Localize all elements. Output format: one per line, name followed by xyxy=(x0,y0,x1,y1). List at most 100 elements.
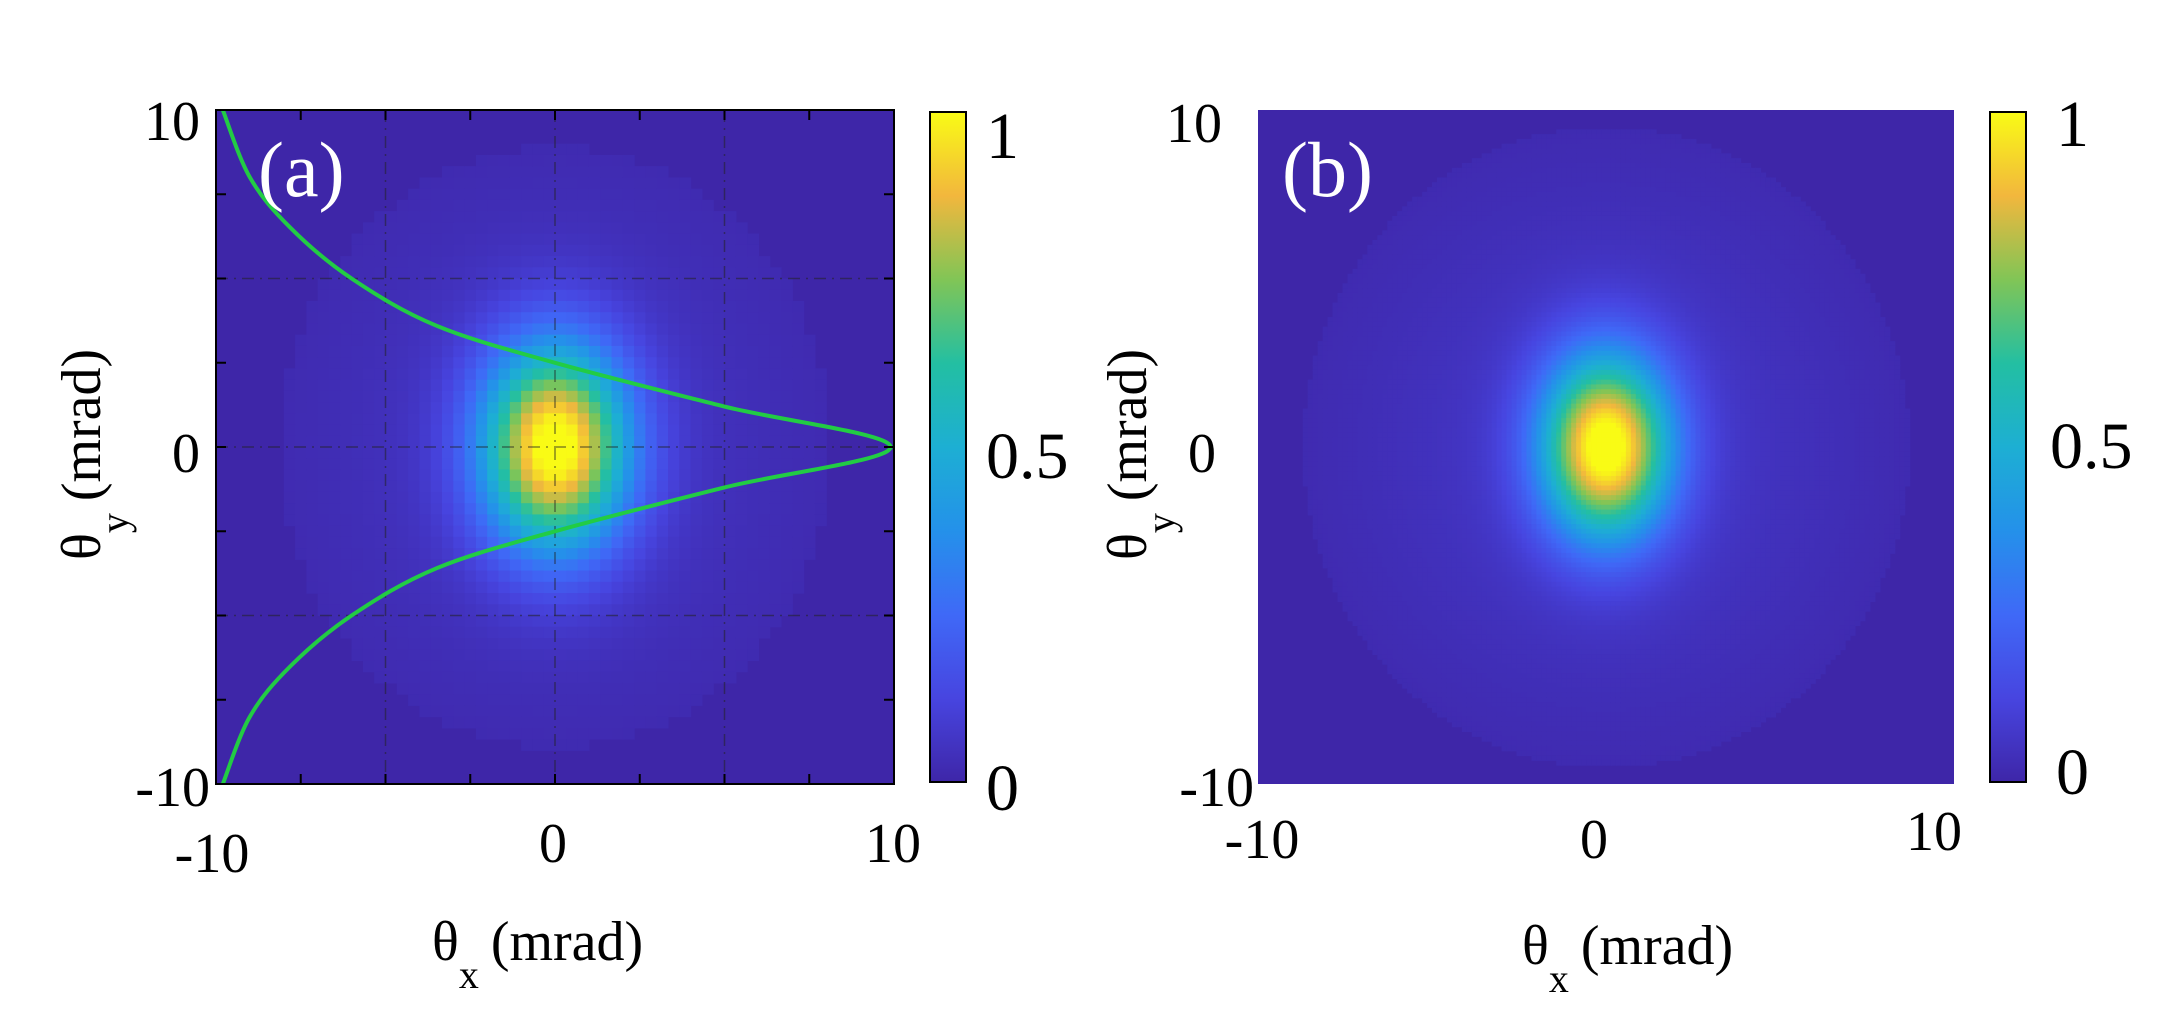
heatmap-cell xyxy=(1451,230,1458,237)
heatmap-cell xyxy=(521,626,533,639)
heatmap-cell xyxy=(1367,442,1374,448)
heatmap-cell xyxy=(600,570,613,583)
heatmap-cell xyxy=(385,503,398,515)
heatmap-cell xyxy=(1402,629,1409,636)
heatmap-cell xyxy=(566,503,579,515)
heatmap-cell xyxy=(1352,620,1359,627)
heatmap-cell xyxy=(1427,268,1433,275)
heatmap-cell xyxy=(1377,533,1384,540)
heatmap-cell xyxy=(679,660,692,673)
heatmap-cell xyxy=(1402,485,1409,492)
heatmap-cell xyxy=(1441,317,1448,323)
heatmap-cell xyxy=(396,604,409,617)
heatmap-cell xyxy=(792,413,805,426)
heatmap-cell xyxy=(713,604,726,617)
heatmap-cell xyxy=(362,649,375,662)
heatmap-cell xyxy=(1402,533,1409,540)
heatmap-cell xyxy=(385,256,398,268)
heatmap-cell xyxy=(747,289,759,302)
heatmap-cell xyxy=(1312,398,1319,405)
heatmap-cell xyxy=(1412,254,1419,261)
heatmap-cell xyxy=(1417,528,1424,535)
heatmap-cell xyxy=(1427,658,1433,665)
heatmap-cell xyxy=(442,267,454,280)
heatmap-cell xyxy=(1352,557,1359,564)
heatmap-cell xyxy=(1412,201,1419,208)
heatmap-cell xyxy=(351,345,364,358)
heatmap-cell xyxy=(1446,336,1453,343)
heatmap-cell xyxy=(600,300,613,313)
heatmap-cell xyxy=(1412,317,1419,323)
heatmap-cell xyxy=(1422,196,1429,203)
heatmap-cell xyxy=(396,323,409,336)
heatmap-cell xyxy=(724,424,737,437)
heatmap-cell xyxy=(758,289,771,302)
heatmap-cell xyxy=(295,469,307,482)
heatmap-cell xyxy=(1461,211,1468,217)
heatmap-cell xyxy=(317,491,330,504)
heatmap-cell xyxy=(1432,533,1438,540)
heatmap-cell xyxy=(1466,504,1473,511)
heatmap-cell xyxy=(1432,620,1438,627)
heatmap-cell xyxy=(1367,403,1374,410)
heatmap-cell xyxy=(1461,162,1468,169)
heatmap-cell xyxy=(464,379,477,392)
heatmap-cell xyxy=(724,491,737,504)
heatmap-cell xyxy=(555,637,567,650)
heatmap-cell xyxy=(1332,408,1339,415)
heatmap-cell xyxy=(532,390,545,403)
heatmap-cell xyxy=(1342,297,1349,304)
heatmap-cell xyxy=(396,199,409,212)
heatmap-cell xyxy=(1397,447,1404,453)
heatmap-cell xyxy=(1417,244,1424,251)
heatmap-cell xyxy=(295,525,307,538)
heatmap-cell xyxy=(1352,567,1359,574)
heatmap-cell xyxy=(1436,312,1443,319)
heatmap-cell xyxy=(1412,427,1419,434)
heatmap-cell xyxy=(1422,302,1429,309)
heatmap-cell xyxy=(543,581,556,594)
heatmap-cell xyxy=(758,593,771,605)
heatmap-cell xyxy=(498,289,511,302)
heatmap-cell xyxy=(283,503,296,515)
heatmap-cell xyxy=(362,424,375,437)
heatmap-cell xyxy=(1337,422,1344,429)
heatmap-cell xyxy=(1417,668,1424,675)
heatmap-cell xyxy=(634,199,646,212)
heatmap-cell xyxy=(1342,499,1349,506)
heatmap-cell xyxy=(690,536,703,549)
heatmap-cell xyxy=(509,626,522,639)
heatmap-cell xyxy=(679,570,692,583)
heatmap-cell xyxy=(1387,239,1394,246)
heatmap-cell xyxy=(340,626,353,639)
heatmap-cell xyxy=(645,491,658,504)
panel-a-ytick-label: -10 xyxy=(135,757,210,819)
heatmap-cell xyxy=(1466,586,1473,593)
heatmap-cell xyxy=(1347,495,1354,501)
heatmap-cell xyxy=(1372,586,1379,593)
heatmap-cell xyxy=(634,694,646,706)
heatmap-cell xyxy=(1337,427,1344,434)
heatmap-cell xyxy=(1422,437,1429,444)
heatmap-cell xyxy=(1347,471,1354,477)
heatmap-cell xyxy=(1441,572,1448,578)
heatmap-cell xyxy=(1382,514,1389,521)
heatmap-cell xyxy=(362,357,375,369)
heatmap-cell xyxy=(1451,288,1458,294)
heatmap-cell xyxy=(1456,442,1463,448)
heatmap-cell xyxy=(1337,562,1344,569)
heatmap-cell xyxy=(1392,215,1399,222)
heatmap-cell xyxy=(1461,668,1468,675)
heatmap-cell xyxy=(1347,562,1354,569)
heatmap-cell xyxy=(329,300,341,313)
heatmap-cell xyxy=(1337,533,1344,540)
heatmap-cell xyxy=(509,671,522,684)
heatmap-cell xyxy=(611,705,624,718)
heatmap-cell xyxy=(611,660,624,673)
heatmap-cell xyxy=(1307,495,1314,501)
heatmap-cell xyxy=(814,402,827,414)
heatmap-cell xyxy=(1451,634,1458,641)
heatmap-cell xyxy=(758,402,771,414)
heatmap-cell xyxy=(1352,514,1359,521)
heatmap-cell xyxy=(329,312,341,325)
